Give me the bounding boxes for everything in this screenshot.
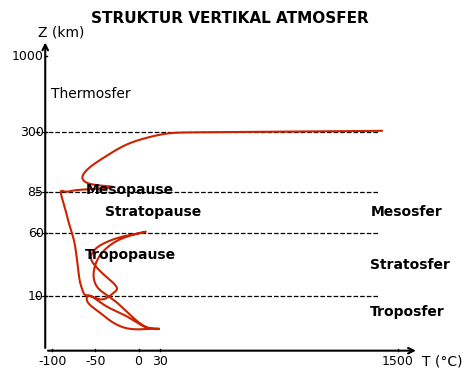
Text: 10: 10 bbox=[27, 290, 44, 302]
Text: 300: 300 bbox=[19, 126, 44, 139]
Text: Stratopause: Stratopause bbox=[105, 205, 201, 219]
Text: Thermosfer: Thermosfer bbox=[51, 87, 131, 101]
Text: -100: -100 bbox=[38, 355, 66, 368]
Text: 0: 0 bbox=[135, 355, 143, 368]
Text: Mesopause: Mesopause bbox=[86, 184, 174, 198]
Text: 1000: 1000 bbox=[12, 49, 44, 63]
Text: T (°C): T (°C) bbox=[422, 355, 463, 369]
Text: Z (km): Z (km) bbox=[38, 26, 85, 40]
Text: 85: 85 bbox=[27, 186, 44, 199]
Text: 1500: 1500 bbox=[382, 355, 414, 368]
Text: Mesosfer: Mesosfer bbox=[370, 205, 442, 219]
Text: Tropopause: Tropopause bbox=[84, 248, 175, 262]
Text: Troposfer: Troposfer bbox=[370, 306, 445, 320]
Text: 30: 30 bbox=[152, 355, 168, 368]
Title: STRUKTUR VERTIKAL ATMOSFER: STRUKTUR VERTIKAL ATMOSFER bbox=[91, 11, 369, 26]
Text: -50: -50 bbox=[85, 355, 106, 368]
Text: 60: 60 bbox=[27, 227, 44, 240]
Text: Stratosfer: Stratosfer bbox=[370, 258, 450, 272]
